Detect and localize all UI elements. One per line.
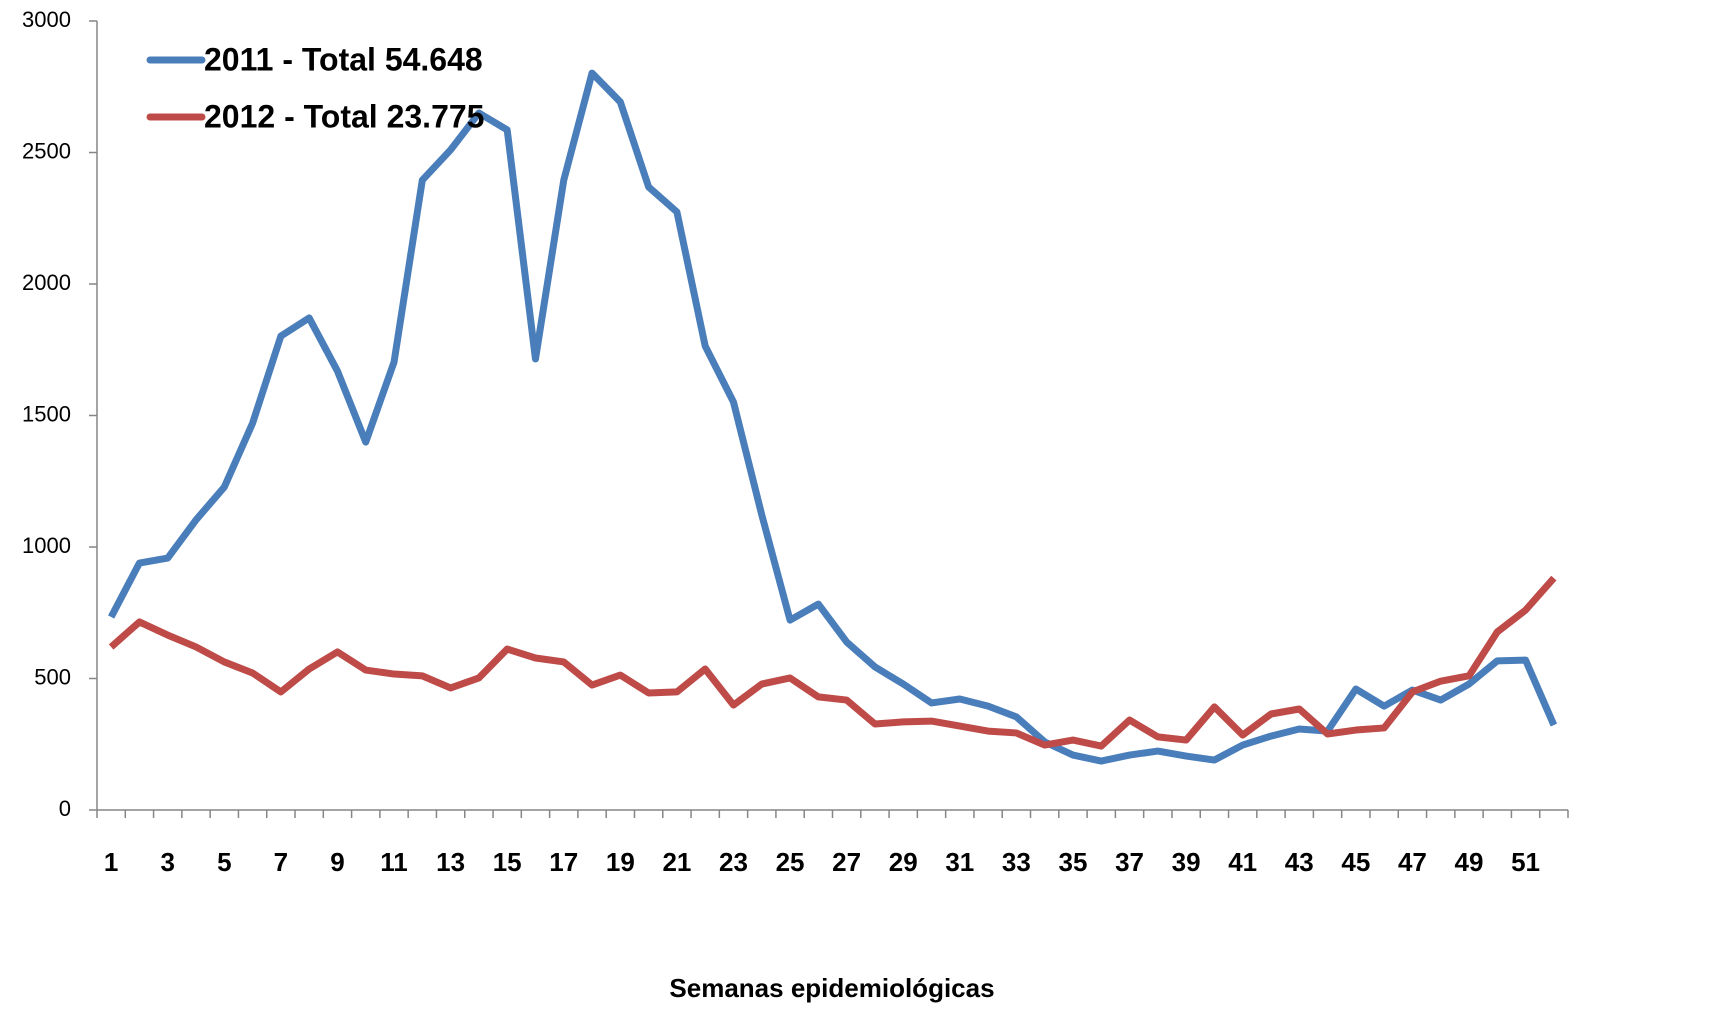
y-tick-label: 3000 [22, 7, 71, 32]
x-tick-label: 7 [274, 847, 288, 877]
y-tick-label: 1500 [22, 401, 71, 426]
x-tick-label: 37 [1115, 847, 1144, 877]
x-tick-label: 13 [436, 847, 465, 877]
line-series [108, 69, 1558, 765]
x-tick-label: 1 [104, 847, 118, 877]
y-tick-label: 1000 [22, 533, 71, 558]
x-tick-label: 27 [832, 847, 861, 877]
y-tick-label: 2500 [22, 138, 71, 163]
x-tick-label: 9 [330, 847, 344, 877]
x-tick-label: 25 [776, 847, 805, 877]
x-tick-label: 49 [1455, 847, 1484, 877]
x-tick-label: 31 [945, 847, 974, 877]
line-series [108, 575, 1557, 750]
y-tick-label: 500 [34, 664, 71, 689]
x-tick-label: 51 [1511, 847, 1540, 877]
x-tick-label: 21 [662, 847, 691, 877]
x-tick-label: 19 [606, 847, 635, 877]
x-tick-label: 41 [1228, 847, 1257, 877]
x-tick-label: 15 [493, 847, 522, 877]
x-axis-title: Semanas epidemiológicas [669, 973, 994, 1003]
legend-label: 2012 - Total 23.775 [204, 98, 484, 134]
x-tick-label: 39 [1172, 847, 1201, 877]
y-tick-label: 0 [59, 796, 71, 821]
x-tick-label: 23 [719, 847, 748, 877]
y-tick-label: 2000 [22, 270, 71, 295]
legend-label: 2011 - Total 54.648 [204, 41, 483, 77]
x-tick-label: 3 [160, 847, 174, 877]
x-tick-label: 45 [1341, 847, 1370, 877]
x-tick-label: 47 [1398, 847, 1427, 877]
x-tick-label: 17 [549, 847, 578, 877]
x-tick-label: 43 [1285, 847, 1314, 877]
x-tick-label: 35 [1058, 847, 1087, 877]
x-tick-label: 33 [1002, 847, 1031, 877]
x-tick-label: 5 [217, 847, 231, 877]
x-tick-label: 29 [889, 847, 918, 877]
x-tick-label: 11 [380, 847, 408, 877]
